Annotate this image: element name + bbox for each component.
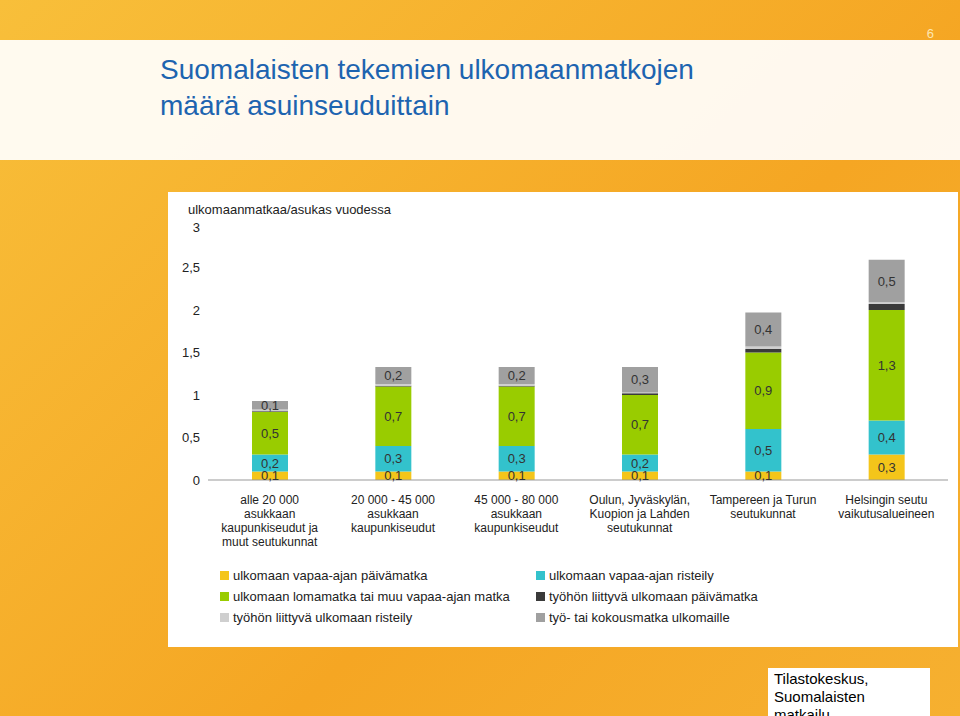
svg-text:0,3: 0,3: [631, 372, 649, 387]
html-text:työhön liittyvä ulkomaan riste: työhön liittyvä ulkomaan risteily: [233, 610, 413, 625]
svg-text:0,7: 0,7: [508, 409, 526, 424]
html-text:ulkomaan lomamatka tai muu vap: ulkomaan lomamatka tai muu vapaa-ajan ma…: [233, 589, 510, 604]
svg-text:0,7: 0,7: [384, 409, 402, 424]
svg-text:0,1: 0,1: [261, 468, 279, 484]
html-text:ulkomaanmatkaa/asukas vuodessa: ulkomaanmatkaa/asukas vuodessa: [188, 202, 392, 217]
svg-text:0,2: 0,2: [384, 368, 402, 383]
svg-text:0,2: 0,2: [508, 368, 526, 383]
svg-text:1,3: 1,3: [878, 358, 896, 373]
svg-text:alle 20 000asukkaankaupunkiseu: alle 20 000asukkaankaupunkiseudut jamuut…: [221, 493, 318, 549]
svg-text:0,1: 0,1: [754, 468, 772, 483]
svg-text:0,1: 0,1: [508, 468, 526, 483]
svg-text:0,9: 0,9: [754, 383, 772, 398]
svg-text:0,4: 0,4: [878, 430, 896, 445]
svg-text:Tampereen ja Turunseutukunnat: Tampereen ja Turunseutukunnat: [710, 493, 817, 521]
html-text:ulkomaan vapaa-ajan päivämatka: ulkomaan vapaa-ajan päivämatka: [233, 568, 428, 583]
svg-text:0,1: 0,1: [261, 398, 279, 413]
html-text:ulkomaan vapaa-ajan risteily: ulkomaan vapaa-ajan risteily: [549, 568, 714, 583]
svg-text:0,2: 0,2: [261, 456, 279, 471]
svg-text:0,1: 0,1: [631, 468, 649, 484]
svg-text:Helsingin seutuvaikutusalueine: Helsingin seutuvaikutusalueineen: [838, 493, 934, 521]
svg-text:1,5: 1,5: [182, 345, 200, 360]
svg-text:0,1: 0,1: [384, 468, 402, 483]
svg-text:3: 3: [193, 220, 200, 235]
html-text:työ- tai kokousmatka ulkomaill: työ- tai kokousmatka ulkomaille: [549, 610, 730, 625]
svg-text:Oulun, Jyväskylän,Kuopion ja L: Oulun, Jyväskylän,Kuopion ja Lahdenseutu…: [589, 493, 690, 535]
svg-text:0,3: 0,3: [878, 460, 896, 475]
svg-text:0,3: 0,3: [508, 451, 526, 466]
svg-text:0,4: 0,4: [754, 322, 772, 337]
svg-text:0,3: 0,3: [384, 451, 402, 466]
svg-text:0,5: 0,5: [261, 426, 279, 441]
svg-text:2,5: 2,5: [182, 260, 200, 275]
svg-text:0,5: 0,5: [754, 443, 772, 458]
svg-text:0,7: 0,7: [631, 417, 649, 432]
svg-text:1: 1: [193, 388, 200, 403]
html-text:työhön liittyvä ulkomaan päivä: työhön liittyvä ulkomaan päivämatka: [549, 589, 758, 604]
svg-text:0: 0: [193, 473, 200, 488]
html-text:Suomalaisten tekemien ulkomaan: Suomalaisten tekemien ulkomaanmatkojen m…: [160, 54, 694, 121]
html-text:6: 6: [926, 26, 934, 41]
svg-text:0,5: 0,5: [878, 274, 896, 289]
svg-text:0,2: 0,2: [631, 456, 649, 471]
svg-text:45 000 - 80 000asukkaankaupunk: 45 000 - 80 000asukkaankaupunkiseudut: [474, 493, 559, 535]
svg-text:20 000 - 45 000asukkaankaupunk: 20 000 - 45 000asukkaankaupunkiseudut: [351, 493, 436, 535]
svg-text:0,5: 0,5: [182, 430, 200, 445]
svg-text:2: 2: [193, 303, 200, 318]
